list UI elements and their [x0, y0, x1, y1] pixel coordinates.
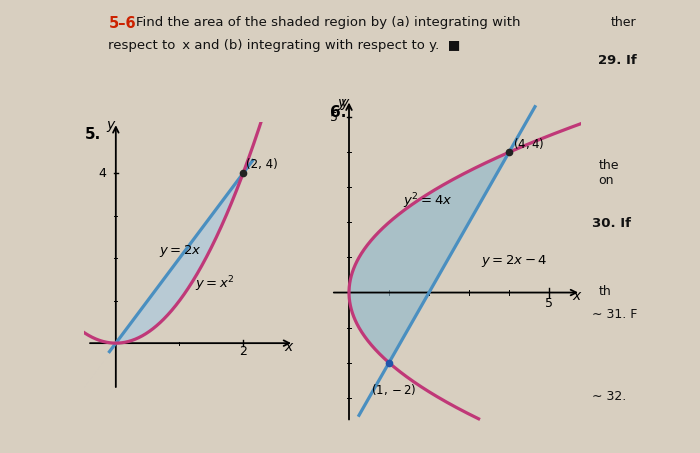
Text: th: th — [598, 285, 611, 299]
Text: $(1, -2)$: $(1, -2)$ — [371, 382, 416, 397]
Text: x: x — [572, 289, 580, 303]
Text: $y = x^2$: $y = x^2$ — [195, 274, 235, 294]
Text: 5: 5 — [545, 297, 553, 309]
Text: $y = 2x - 4$: $y = 2x - 4$ — [481, 254, 547, 270]
Text: Find the area of the shaded region by (a) integrating with: Find the area of the shaded region by (a… — [136, 16, 521, 29]
Polygon shape — [349, 152, 509, 363]
Text: $y^2 = 4x$: $y^2 = 4x$ — [403, 191, 453, 211]
Text: x: x — [285, 340, 293, 354]
Text: 4: 4 — [99, 167, 106, 180]
Text: ther: ther — [610, 16, 636, 29]
Text: ∼ 31. F: ∼ 31. F — [592, 308, 637, 321]
Text: 30. If: 30. If — [592, 217, 631, 231]
Text: respect to  x and (b) integrating with respect to y.  ■: respect to x and (b) integrating with re… — [108, 39, 461, 52]
Text: the
on: the on — [598, 159, 619, 187]
Text: (2, 4): (2, 4) — [246, 158, 278, 171]
Text: 2: 2 — [239, 345, 247, 358]
Text: $(4, 4)$: $(4, 4)$ — [513, 135, 544, 150]
Text: y: y — [337, 96, 346, 111]
Text: y: y — [340, 96, 349, 111]
Text: y: y — [106, 118, 114, 132]
Text: ∼ 32.: ∼ 32. — [592, 390, 626, 403]
Text: 5.: 5. — [85, 127, 101, 142]
Text: 5: 5 — [330, 111, 338, 124]
Text: 29. If: 29. If — [598, 54, 637, 67]
Text: 5–6: 5–6 — [108, 16, 136, 31]
Text: 6.: 6. — [330, 105, 346, 120]
Text: $y = 2x$: $y = 2x$ — [159, 243, 202, 259]
